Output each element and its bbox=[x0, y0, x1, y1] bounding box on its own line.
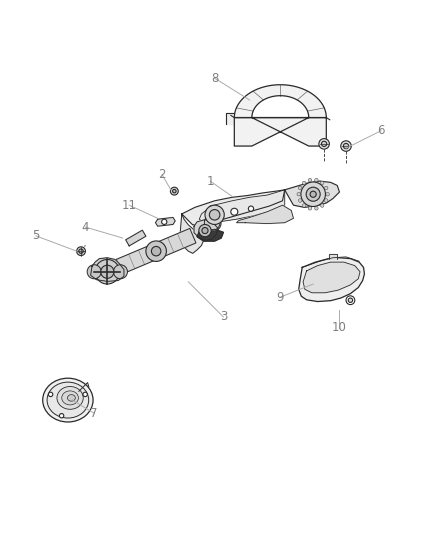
Polygon shape bbox=[91, 258, 124, 281]
Text: 10: 10 bbox=[332, 321, 347, 334]
Circle shape bbox=[310, 191, 316, 197]
Polygon shape bbox=[328, 254, 337, 259]
Text: 4: 4 bbox=[81, 221, 89, 233]
Text: 8: 8 bbox=[211, 71, 218, 85]
Circle shape bbox=[301, 182, 325, 206]
Circle shape bbox=[152, 246, 161, 256]
Circle shape bbox=[146, 241, 166, 261]
Circle shape bbox=[77, 247, 85, 255]
Circle shape bbox=[343, 143, 349, 149]
Circle shape bbox=[79, 249, 83, 253]
Circle shape bbox=[205, 215, 221, 231]
Circle shape bbox=[209, 209, 220, 220]
Circle shape bbox=[321, 204, 324, 207]
Circle shape bbox=[321, 181, 324, 184]
Text: 1: 1 bbox=[206, 175, 214, 188]
Circle shape bbox=[314, 207, 318, 210]
Polygon shape bbox=[117, 229, 196, 274]
Circle shape bbox=[326, 192, 329, 196]
Circle shape bbox=[346, 296, 355, 304]
Circle shape bbox=[49, 392, 53, 397]
Ellipse shape bbox=[62, 391, 78, 405]
Circle shape bbox=[308, 179, 312, 182]
Circle shape bbox=[325, 199, 328, 202]
Polygon shape bbox=[180, 214, 204, 253]
Circle shape bbox=[248, 206, 254, 211]
Circle shape bbox=[348, 298, 353, 302]
Text: 7: 7 bbox=[90, 407, 98, 419]
Polygon shape bbox=[126, 230, 146, 246]
Circle shape bbox=[60, 414, 64, 418]
Ellipse shape bbox=[57, 386, 83, 409]
Polygon shape bbox=[197, 229, 223, 241]
Circle shape bbox=[202, 228, 208, 233]
Circle shape bbox=[308, 207, 312, 210]
Circle shape bbox=[205, 205, 224, 224]
Polygon shape bbox=[237, 205, 293, 223]
Circle shape bbox=[319, 139, 329, 149]
Polygon shape bbox=[155, 217, 175, 226]
Ellipse shape bbox=[67, 394, 75, 401]
Circle shape bbox=[162, 219, 167, 224]
Circle shape bbox=[341, 141, 351, 151]
Polygon shape bbox=[226, 113, 234, 124]
Polygon shape bbox=[299, 258, 364, 302]
Circle shape bbox=[325, 186, 328, 190]
Circle shape bbox=[321, 141, 327, 147]
Circle shape bbox=[302, 204, 306, 207]
Circle shape bbox=[113, 265, 127, 279]
Text: 6: 6 bbox=[377, 124, 385, 137]
Circle shape bbox=[297, 192, 300, 196]
Circle shape bbox=[83, 392, 87, 397]
Polygon shape bbox=[285, 181, 339, 207]
Polygon shape bbox=[234, 85, 326, 146]
Circle shape bbox=[101, 265, 114, 278]
Polygon shape bbox=[194, 220, 218, 240]
Ellipse shape bbox=[47, 382, 88, 418]
Text: 9: 9 bbox=[276, 290, 284, 304]
Polygon shape bbox=[303, 262, 360, 293]
Circle shape bbox=[170, 187, 178, 195]
Circle shape bbox=[87, 265, 101, 279]
Ellipse shape bbox=[42, 378, 93, 422]
Circle shape bbox=[173, 189, 176, 193]
Circle shape bbox=[231, 208, 238, 215]
Text: 2: 2 bbox=[158, 168, 166, 181]
Polygon shape bbox=[199, 190, 285, 223]
Text: 3: 3 bbox=[220, 310, 227, 324]
Text: 5: 5 bbox=[32, 229, 39, 243]
Circle shape bbox=[298, 199, 302, 202]
Circle shape bbox=[302, 181, 306, 184]
Circle shape bbox=[306, 187, 320, 201]
Circle shape bbox=[199, 224, 211, 237]
Circle shape bbox=[314, 179, 318, 182]
Polygon shape bbox=[182, 190, 285, 225]
Circle shape bbox=[298, 186, 302, 190]
Text: 11: 11 bbox=[122, 199, 137, 212]
Circle shape bbox=[95, 260, 120, 284]
Circle shape bbox=[205, 214, 220, 230]
